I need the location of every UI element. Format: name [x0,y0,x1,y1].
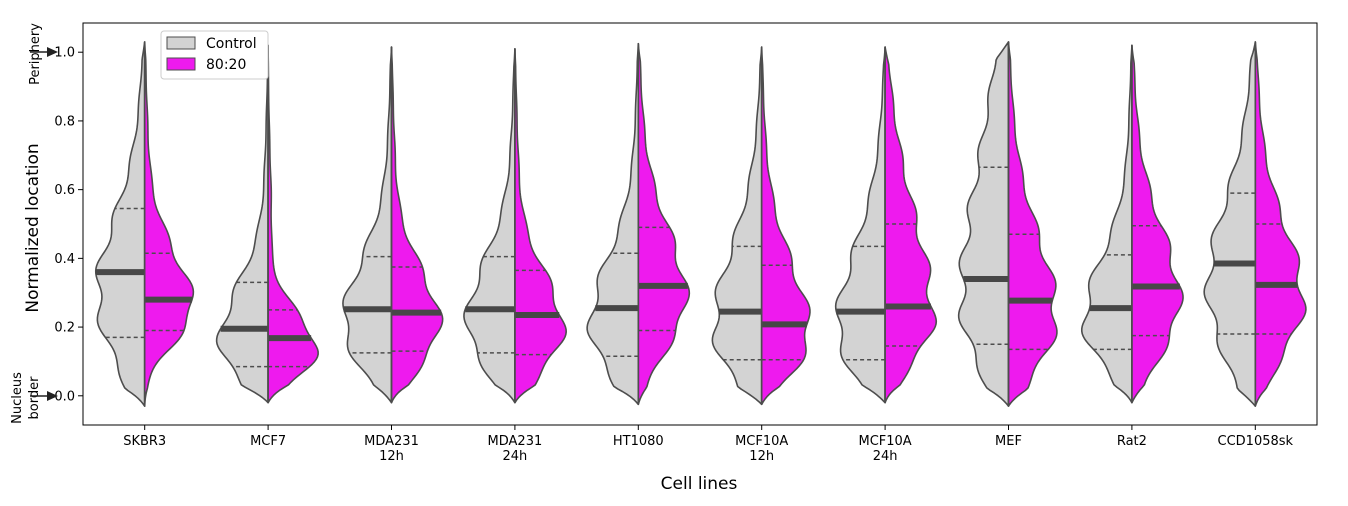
violin-group [94,41,1307,407]
y-tick-label: 0.0 [54,389,75,404]
periphery-label: Periphery [28,23,43,85]
violin-8020-8 [1131,44,1184,404]
violin-control-0 [94,41,146,407]
x-tick-label: 24h [873,449,898,464]
violin-control-7 [957,41,1010,407]
x-tick-label: Rat2 [1117,434,1147,449]
legend-label-8020: 80:20 [206,57,246,73]
violin-8020-0 [143,41,195,407]
x-tick-label: 24h [503,449,528,464]
x-tick-label: 12h [379,449,404,464]
violin-control-8 [1080,44,1133,404]
violin-control-5 [711,46,763,406]
nucleus-arrow [30,391,58,401]
x-axis-title: Cell lines [661,474,738,494]
legend-swatch-control [166,36,196,50]
violin-control-9 [1203,41,1257,407]
nucleus-label: Nucleus [10,372,25,424]
border-label: border [27,376,42,420]
legend: Control 80:20 [160,30,269,80]
violin-control-2 [342,46,393,404]
x-tick-label: MCF10A [858,434,911,449]
legend-label-control: Control [206,36,257,52]
plot-frame [82,22,1318,426]
violin-control-4 [586,42,640,406]
violin-control-3 [463,47,516,404]
legend-swatch-8020 [166,57,196,71]
violin-8020-6 [884,46,938,404]
y-tick-label: 1.0 [54,46,75,61]
x-tick-label: MDA231 [488,434,543,449]
violin-8020-1 [267,44,319,404]
y-tick-label: 0.8 [54,114,75,129]
x-tick-label: MCF10A [735,434,788,449]
violin-8020-3 [514,47,567,404]
violin-8020-7 [1007,41,1058,407]
periphery-arrow [30,47,58,57]
y-axis: 0.0 0.2 0.4 0.6 0.8 1.0 [54,46,83,404]
violin-8020-2 [390,46,444,404]
x-tick-label: MDA231 [364,434,419,449]
violin-control-1 [215,44,269,404]
violin-8020-4 [637,42,691,406]
x-tick-label: 12h [749,449,774,464]
violin-8020-9 [1254,41,1307,407]
y-tick-label: 0.4 [54,252,75,267]
x-tick-label: HT1080 [613,434,664,449]
y-tick-label: 0.6 [54,183,75,198]
violin-control-6 [834,46,886,404]
y-tick-label: 0.2 [54,321,75,336]
violin-8020-5 [760,46,811,406]
y-axis-title: Normalized location [23,143,43,312]
x-tick-label: SKBR3 [123,434,166,449]
x-tick-label: CCD1058sk [1218,434,1294,449]
x-tick-label: MCF7 [250,434,286,449]
x-tick-label: MEF [995,434,1022,449]
